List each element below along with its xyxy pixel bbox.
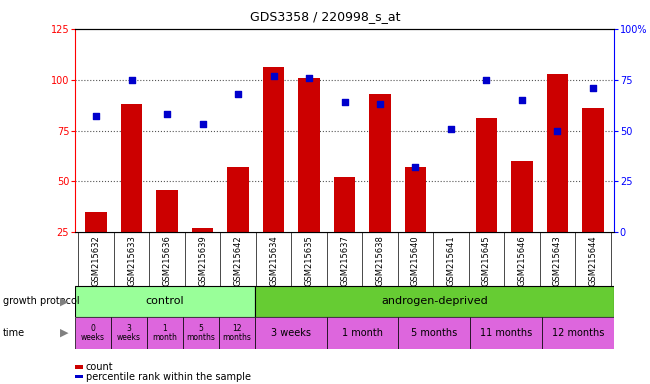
Bar [369, 94, 391, 232]
Text: growth protocol: growth protocol [3, 296, 80, 306]
Bar [547, 74, 568, 232]
Bar [85, 212, 107, 232]
Text: 1 month: 1 month [342, 328, 383, 338]
Bar [157, 190, 177, 232]
Bar [476, 118, 497, 232]
Point [162, 111, 172, 118]
Point [588, 85, 598, 91]
Text: GSM215646: GSM215646 [517, 235, 526, 286]
Bar [111, 317, 147, 349]
Text: count: count [86, 362, 113, 372]
Bar [334, 177, 355, 232]
Bar [398, 317, 471, 349]
Text: control: control [146, 296, 184, 306]
Text: 0
weeks: 0 weeks [81, 324, 105, 342]
Bar [147, 317, 183, 349]
Text: GSM215637: GSM215637 [340, 235, 349, 286]
Text: GSM215644: GSM215644 [588, 235, 597, 286]
Text: GSM215641: GSM215641 [447, 235, 456, 286]
Text: GSM215636: GSM215636 [162, 235, 172, 286]
Bar [255, 286, 614, 317]
Bar [440, 232, 461, 238]
Text: 5
months: 5 months [186, 324, 215, 342]
Point [233, 91, 243, 97]
Point [446, 126, 456, 132]
Bar [183, 317, 218, 349]
Point [339, 99, 350, 105]
Text: percentile rank within the sample: percentile rank within the sample [86, 372, 251, 382]
Text: GSM215632: GSM215632 [92, 235, 101, 286]
Bar [512, 161, 532, 232]
Text: 1
month: 1 month [152, 324, 177, 342]
Point [91, 113, 101, 119]
Point [304, 74, 314, 81]
Text: GDS3358 / 220998_s_at: GDS3358 / 220998_s_at [250, 10, 400, 23]
Text: time: time [3, 328, 25, 338]
Text: GSM215642: GSM215642 [233, 235, 242, 286]
Bar [227, 167, 249, 232]
Text: GSM215638: GSM215638 [376, 235, 385, 286]
Point [517, 97, 527, 103]
Text: 12
months: 12 months [222, 324, 251, 342]
Text: 3
weeks: 3 weeks [117, 324, 140, 342]
Text: 12 months: 12 months [552, 328, 605, 338]
Bar [218, 317, 255, 349]
Text: GSM215643: GSM215643 [553, 235, 562, 286]
Bar [121, 104, 142, 232]
Point [410, 164, 421, 170]
Point [126, 76, 136, 83]
Text: ▶: ▶ [60, 328, 68, 338]
Point [198, 121, 208, 127]
Bar [255, 317, 326, 349]
Text: 11 months: 11 months [480, 328, 532, 338]
Point [552, 127, 563, 134]
Point [375, 101, 385, 107]
Text: GSM215633: GSM215633 [127, 235, 136, 286]
Bar [75, 286, 255, 317]
Bar [405, 167, 426, 232]
Text: ▶: ▶ [60, 296, 68, 306]
Bar [263, 68, 284, 232]
Text: androgen-deprived: androgen-deprived [381, 296, 488, 306]
Text: GSM215634: GSM215634 [269, 235, 278, 286]
Bar [326, 317, 398, 349]
Text: 5 months: 5 months [411, 328, 458, 338]
Point [481, 76, 491, 83]
Bar [582, 108, 604, 232]
Bar [75, 317, 110, 349]
Text: 3 weeks: 3 weeks [270, 328, 311, 338]
Text: GSM215635: GSM215635 [304, 235, 313, 286]
Point [268, 73, 279, 79]
Bar [471, 317, 542, 349]
Text: GSM215640: GSM215640 [411, 235, 420, 286]
Bar [298, 78, 320, 232]
Bar [542, 317, 614, 349]
Bar [192, 228, 213, 232]
Text: GSM215645: GSM215645 [482, 235, 491, 286]
Text: GSM215639: GSM215639 [198, 235, 207, 286]
